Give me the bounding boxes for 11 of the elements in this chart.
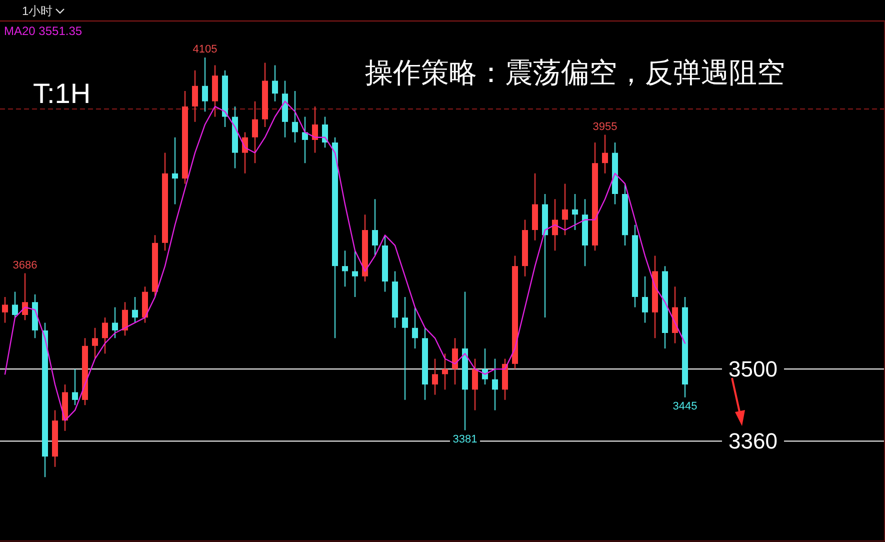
annotation: 3381 — [452, 433, 478, 446]
y-tick-label: 3360 — [728, 428, 778, 454]
annotation: 4105 — [192, 44, 218, 56]
text: MA20 3551.35 — [4, 24, 82, 38]
text: 操作策略：震荡偏空，反弹遇阻空 — [365, 57, 785, 88]
y-tick-label: 3500 — [728, 356, 778, 382]
text: 1小时 — [22, 4, 53, 18]
annotation: 3955 — [592, 120, 618, 133]
text: T:1H — [33, 78, 91, 109]
annotation: 3445 — [672, 400, 698, 412]
annotation: 3686 — [12, 259, 38, 272]
